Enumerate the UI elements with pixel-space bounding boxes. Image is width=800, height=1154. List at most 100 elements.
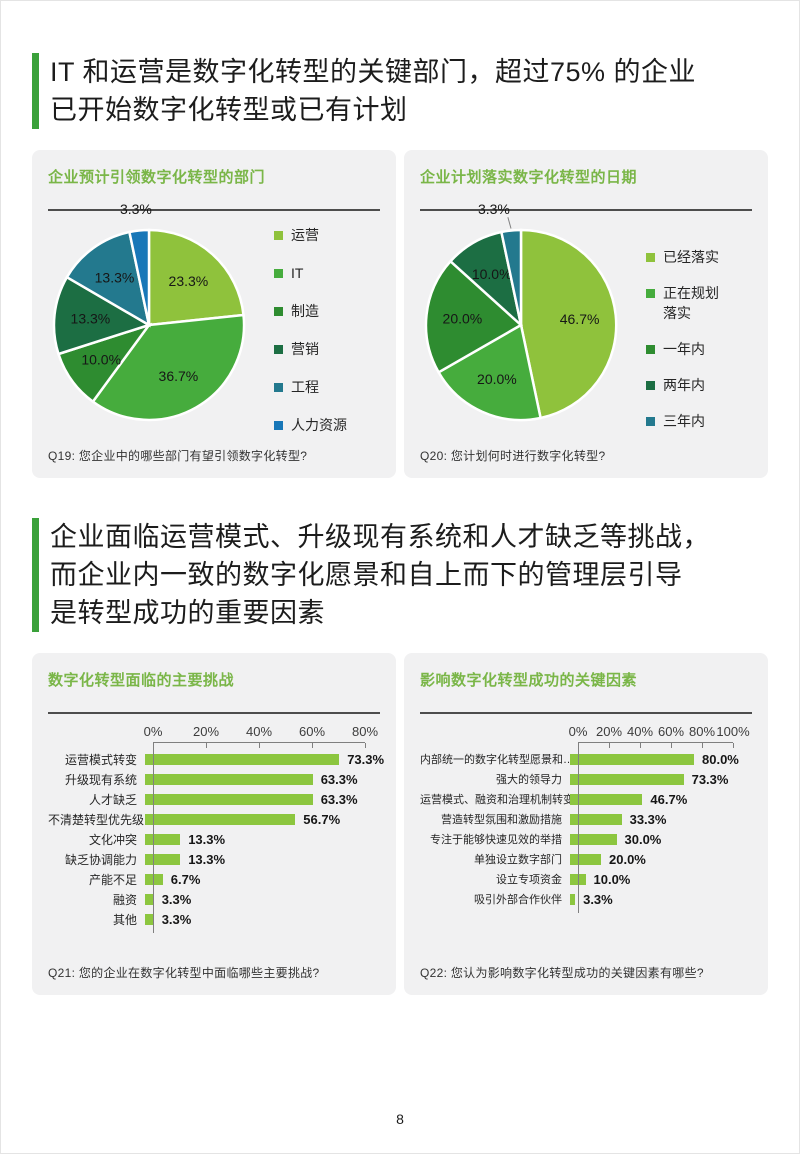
pie-slice [436,323,543,422]
category-label: 内部统一的数字化转型愿景和… [420,754,574,766]
panel-title: 企业预计引领数字化转型的部门 [48,169,266,186]
bar-row: 产能不足 6.7% [48,869,380,889]
bar [145,913,154,925]
legend-swatch-icon [646,381,655,390]
bar-row: 升级现有系统 63.3% [48,769,380,789]
question-caption: Q21: 您的企业在数字化转型中面临哪些主要挑战? [48,966,320,980]
legend-swatch-icon [274,307,283,316]
x-axis-tickmark [733,743,734,748]
page-number: 8 [396,1111,404,1127]
legend-swatch-icon [274,231,283,240]
category-label: 文化冲突 [88,832,137,847]
pie-value-label: 10.0% [81,351,121,367]
legend-item: 正在规划落实 [646,283,728,323]
bar-value-label: 3.3% [161,911,192,927]
pie-slice [127,228,151,326]
category-label: 单独设立数字部门 [474,854,562,866]
x-axis-tick: 40% [626,724,654,739]
heading-line: 而企业内一致的数字化愿景和自上而下的管理层引导 [50,560,683,590]
x-axis-tick: 20% [595,724,623,739]
legend-item: 两年内 [646,375,728,395]
pie-panel-row: 企业预计引领数字化转型的部门 23.3% 36.7% 10.0% 13.3% 13.3%… [32,150,768,478]
pie-chart: 46.7% 20.0% 20.0% 10.0% 3.3% [424,201,618,422]
x-axis-tickmark [365,743,366,748]
category-label: 强大的领导力 [496,774,562,786]
bar-row: 文化冲突 13.3% [48,829,380,849]
bar [145,893,154,905]
x-axis-tickmark [609,743,610,748]
category-label: 缺乏协调能力 [64,852,137,867]
pie-value-label: 3.3% [120,201,152,217]
legend-label: 正在规划落实 [663,285,719,321]
x-axis-tick: 60% [657,724,685,739]
bar-value-label: 20.0% [609,851,646,867]
bar [570,873,586,885]
legend-swatch-icon [274,383,283,392]
legend-label: 一年内 [663,341,705,357]
y-axis-line [578,742,579,913]
bar [570,793,643,805]
bar-row: 融资 3.3% [48,889,380,909]
x-axis-tickmark [312,743,313,748]
legend-label: 工程 [291,379,319,395]
x-axis-tick: 40% [245,724,273,739]
legend-label: IT [291,265,304,281]
pie-legend: 运营 IT 制造 营销 工程 人力资源 [274,225,366,436]
panel-title: 企业计划落实数字化转型的日期 [420,169,638,186]
pie-value-label: 13.3% [95,269,135,285]
panel-divider [48,209,380,211]
category-label: 融资 [112,892,137,907]
x-axis-tick-labels: 0% 20% 40% 60% 80% 100% [569,724,750,742]
legend-item: 已经落实 [646,247,728,267]
category-label: 专注于能够快速见效的举措 [430,834,562,846]
bar-value-label: 13.3% [188,831,226,847]
bar-row: 营造转型氛围和激励措施 33.3% [420,809,752,829]
bar [145,793,313,805]
bar-row: 吸引外部合作伙伴 3.3% [420,889,752,909]
pie-slice [52,275,153,356]
question-caption: Q20: 您计划何时进行数字化转型? [420,449,606,463]
pie-slice [519,228,618,420]
bar-chart: 0% 20% 40% 60% 80% 100% 内部统一的数字化转型愿景和… 80.0% 强大的… [420,724,752,913]
bar-row: 人才缺乏 63.3% [48,789,380,809]
pie-value-label: 3.3% [478,201,510,217]
bar [145,813,296,825]
legend-swatch-icon [646,253,655,262]
legend-item: 三年内 [646,411,728,431]
x-axis-tick: 100% [716,724,750,739]
pie-legend: 已经落实正在规划落实一年内两年内三年内 [646,247,728,436]
bar-value-label: 73.3% [347,751,385,767]
category-label: 产能不足 [88,872,137,887]
category-label: 其他 [112,912,137,927]
heading-line: 企业面临运营模式、升级现有系统和人才缺乏等挑战， [50,522,710,552]
pie-slice [147,228,245,327]
x-axis-tick: 20% [192,724,220,739]
bar-row: 不清楚转型优先级 56.7% [48,809,380,829]
y-axis-line [153,742,154,933]
x-axis-tick: 60% [298,724,326,739]
bar-value-label: 10.0% [593,871,631,887]
legend-item: 一年内 [646,339,728,359]
category-label: 运营模式、融资和治理机制转变 [420,794,574,806]
pie-slice [424,259,524,375]
x-axis-tickmark [206,743,207,748]
bar-value-label: 63.3% [320,791,358,807]
bar-row: 强大的领导力 73.3% [420,769,752,789]
legend-item: 运营 [274,225,366,245]
bar [570,813,622,825]
legend-label: 营销 [291,341,319,357]
legend-item: 工程 [274,377,366,397]
pie-value-label: 20.0% [443,311,483,327]
legend-label: 运营 [291,227,319,243]
bar-row: 内部统一的数字化转型愿景和… 80.0% [420,749,752,769]
legend-swatch-icon [274,421,283,430]
legend-label: 两年内 [663,377,705,393]
x-axis-tick: 80% [688,724,716,739]
chart-panel-q20: 企业计划落实数字化转型的日期 46.7% 20.0% 20.0% 10.0% 3.3% … [404,150,768,478]
heading-line: 已开始数字化转型或已有计划 [50,95,408,125]
pie-value-label: 23.3% [169,273,209,289]
legend-label: 制造 [291,303,319,319]
pie-value-label: 46.7% [560,311,600,327]
question-caption: Q22: 您认为影响数字化转型成功的关键因素有哪些? [420,966,704,980]
pie-slice [499,228,523,326]
